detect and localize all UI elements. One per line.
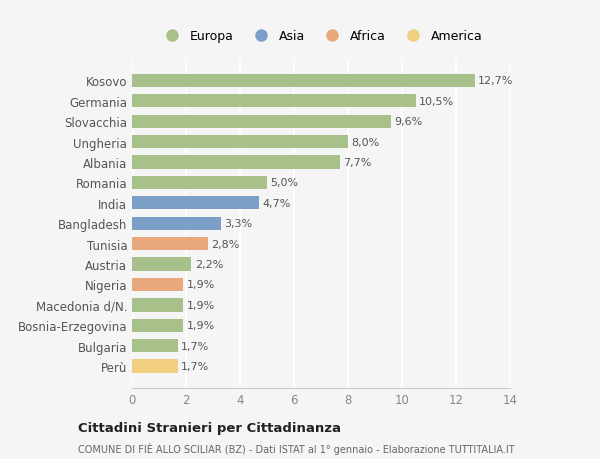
Text: 7,7%: 7,7% xyxy=(343,158,371,168)
Text: 9,6%: 9,6% xyxy=(394,117,422,127)
Bar xyxy=(132,95,415,108)
Text: COMUNE DI FIÈ ALLO SCILIAR (BZ) - Dati ISTAT al 1° gennaio - Elaborazione TUTTIT: COMUNE DI FIÈ ALLO SCILIAR (BZ) - Dati I… xyxy=(78,442,515,454)
Text: 1,9%: 1,9% xyxy=(187,300,215,310)
Bar xyxy=(132,278,184,291)
Bar xyxy=(132,176,267,190)
Bar xyxy=(132,258,191,271)
Bar xyxy=(132,156,340,169)
Text: 12,7%: 12,7% xyxy=(478,76,514,86)
Bar xyxy=(132,319,184,332)
Bar xyxy=(132,299,184,312)
Text: 2,8%: 2,8% xyxy=(211,239,239,249)
Legend: Europa, Asia, Africa, America: Europa, Asia, Africa, America xyxy=(156,27,486,47)
Text: 1,7%: 1,7% xyxy=(181,341,209,351)
Text: 10,5%: 10,5% xyxy=(419,96,454,106)
Text: 8,0%: 8,0% xyxy=(351,137,379,147)
Bar xyxy=(132,75,475,88)
Text: 1,7%: 1,7% xyxy=(181,361,209,371)
Text: 2,2%: 2,2% xyxy=(194,259,223,269)
Text: Cittadini Stranieri per Cittadinanza: Cittadini Stranieri per Cittadinanza xyxy=(78,421,341,434)
Text: 1,9%: 1,9% xyxy=(187,320,215,330)
Bar xyxy=(132,217,221,230)
Text: 4,7%: 4,7% xyxy=(262,198,290,208)
Bar xyxy=(132,237,208,251)
Text: 3,3%: 3,3% xyxy=(224,219,253,229)
Bar xyxy=(132,197,259,210)
Bar xyxy=(132,360,178,373)
Text: 5,0%: 5,0% xyxy=(270,178,298,188)
Bar xyxy=(132,136,348,149)
Bar xyxy=(132,339,178,353)
Bar xyxy=(132,115,391,129)
Text: 1,9%: 1,9% xyxy=(187,280,215,290)
